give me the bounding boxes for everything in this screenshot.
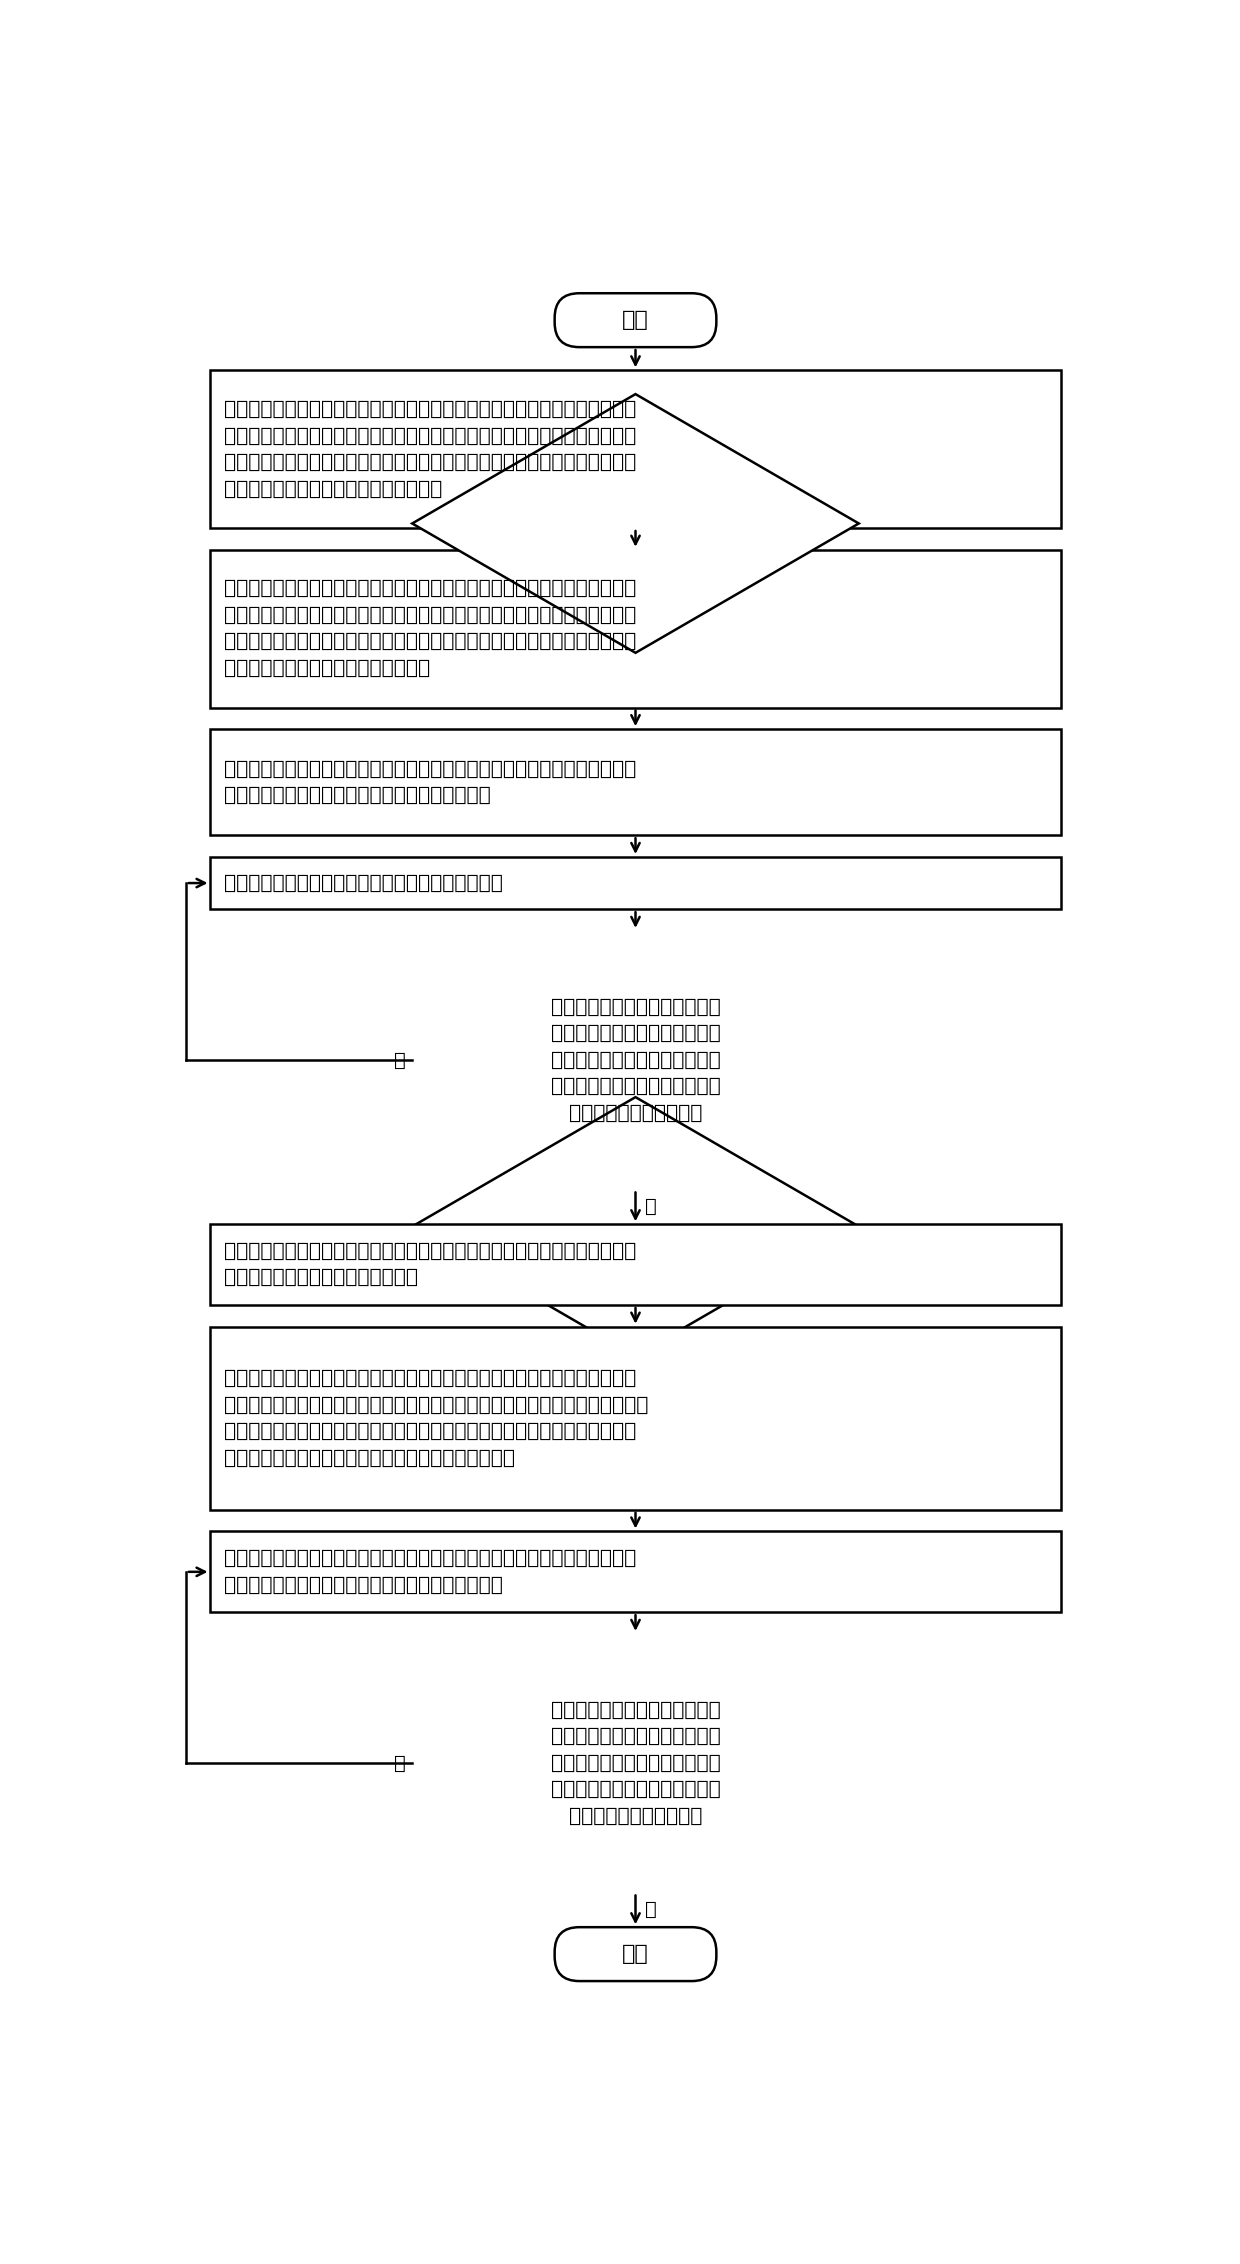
Text: 开始: 开始 [622, 310, 649, 331]
Text: 是: 是 [645, 1198, 656, 1216]
Text: 根据当前迭代得到的光学参数分
布，计算调频激光入射时边界的
辐射强度信号，得到目标函数，
判断当前迭代的目标函数是否小
于给定的目标函数阈值；: 根据当前迭代得到的光学参数分 布，计算调频激光入射时边界的 辐射强度信号，得到目… [551, 998, 720, 1123]
FancyBboxPatch shape [554, 1927, 717, 1981]
Bar [211, 1327, 1060, 1510]
Bar [211, 1530, 1060, 1612]
Polygon shape [412, 394, 859, 652]
Text: 否: 否 [394, 1050, 405, 1069]
Text: 将当前迭代得到的光学参数分布作为初步获得的频域重建结果，将对整个待重
建区域分割为目标区域和背景区域；: 将当前迭代得到的光学参数分布作为初步获得的频域重建结果，将对整个待重 建区域分割… [224, 1243, 636, 1288]
Bar [211, 856, 1060, 910]
Bar [211, 729, 1060, 835]
Text: 根据共轭梯度法更新待测乳腺组织的光学参数分布；: 根据共轭梯度法更新待测乳腺组织的光学参数分布； [224, 874, 503, 892]
Text: 否: 否 [394, 1755, 405, 1773]
Polygon shape [412, 1098, 859, 1356]
Text: 结束: 结束 [622, 1945, 649, 1965]
Text: 设置待测组织的初始光学参数分布，根据频域辐射传输方程计算得到辐射强度
信号与步骤一中的光谱辐射强度值构成目标函数；: 设置待测组织的初始光学参数分布，根据频域辐射传输方程计算得到辐射强度 信号与步骤… [224, 758, 636, 806]
FancyBboxPatch shape [554, 294, 717, 346]
Text: 开启激光控制器，使激光头发射出的调频激光依次顺时针入射待测组织的所有
边界面，激光头每发射一次激光则利用微透镜阵列光场相机采集一次辐射场信
号，数据采集处理系统: 开启激光控制器，使激光头发射出的调频激光依次顺时针入射待测组织的所有 边界面，激… [224, 401, 636, 498]
Text: 根据当前迭代得到的光学参数分
布，计算脉冲激光入射时边界的
辐射强度信号，得到目标函数，
判断当前迭代的目标函数是否小
于给定的目标函数阈值；: 根据当前迭代得到的光学参数分 布，计算脉冲激光入射时边界的 辐射强度信号，得到目… [551, 1700, 720, 1825]
Bar [211, 550, 1060, 706]
Text: 将图像分割后的结果作为脉冲激光入射时的光学参数分布的初值，其中背景区
域按照背景介质光学参数场域赋值，目标区域的光学参数按对应区域的频域重建
结果进行赋值。根据: 将图像分割后的结果作为脉冲激光入射时的光学参数分布的初值，其中背景区 域按照背景… [224, 1370, 649, 1467]
Text: 是: 是 [645, 1899, 656, 1920]
Bar [211, 1225, 1060, 1304]
Bar [211, 371, 1060, 528]
Text: 利用激光头发射出的脉冲激光分别入射待测组织的所有边界面，激光头每发射
一次激光则利用微透镜阵列光场相机采集一次待测组织边界的辐射场信号，数
据采集处理系统分别对: 利用激光头发射出的脉冲激光分别入射待测组织的所有边界面，激光头每发射 一次激光则… [224, 580, 636, 677]
Text: 根据共轭梯度法更新待测组织的光学参数分布；其中背景区域的光学参数按背
景介质的光学参数进行赋值，不参与进一步的重建；: 根据共轭梯度法更新待测组织的光学参数分布；其中背景区域的光学参数按背 景介质的光… [224, 1549, 636, 1594]
